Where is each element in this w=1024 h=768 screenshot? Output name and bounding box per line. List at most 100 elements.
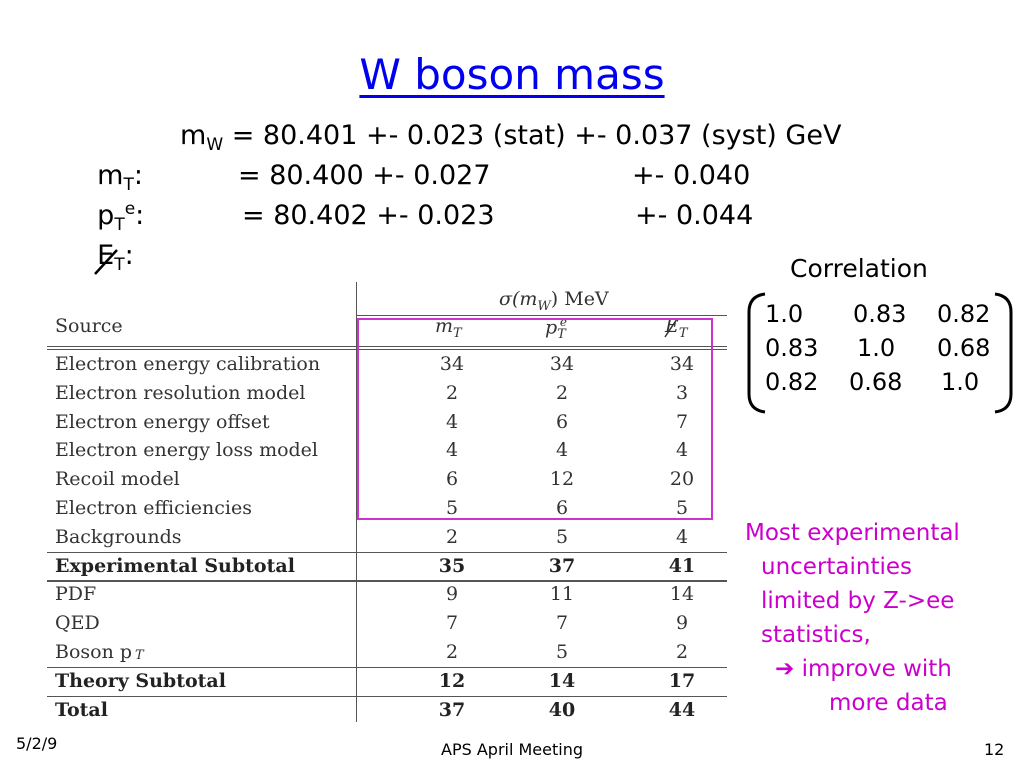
row-value: 7 <box>445 612 459 635</box>
note-line: Most experimental <box>745 520 960 546</box>
row-label: Theory Subtotal <box>55 669 226 692</box>
row-value: 2 <box>445 381 459 404</box>
table-rule <box>47 551 727 554</box>
row-value: 14 <box>669 583 695 606</box>
col-header-pte: pTe <box>545 315 567 343</box>
correlation-cell: 0.82 <box>937 300 991 328</box>
table-row: PDF 9 11 14 <box>47 580 727 609</box>
method-label: ET: <box>80 240 134 351</box>
result-syst: +- 0.040 <box>632 160 751 191</box>
row-value: 44 <box>668 698 696 721</box>
row-value: 11 <box>549 583 575 606</box>
row-label: Electron efficiencies <box>55 497 252 519</box>
highlight-box <box>357 318 713 520</box>
row-value: 3 <box>675 381 689 404</box>
row-value: 35 <box>438 554 466 577</box>
col-header-met: ET <box>664 315 688 341</box>
table-row: Theory Subtotal 12 14 17 <box>47 667 727 696</box>
row-value: 5 <box>445 497 459 519</box>
row-value: 12 <box>549 468 575 491</box>
table-rule <box>47 346 727 347</box>
result-row-met: ET: = 80.402 +- 0.023 +- 0.044 <box>80 196 753 436</box>
row-label: PDF <box>55 583 97 606</box>
table-row: Electron resolution model 2 2 3 <box>47 379 727 408</box>
slash-icon <box>664 318 678 338</box>
footer-meeting: APS April Meeting <box>441 740 583 759</box>
row-value: 34 <box>669 353 695 375</box>
result-row-pte: pTe: = 80.400 +- 0.027 +- 0.040 <box>80 156 750 316</box>
arrow-icon: ➔ <box>775 656 795 682</box>
correlation-cell: 0.83 <box>853 300 907 328</box>
row-label: Electron resolution model <box>55 381 306 404</box>
col-header-mt: mT <box>435 315 462 341</box>
note-text: Most experimental uncertainties limited … <box>745 516 960 720</box>
note-line: limited by Z->ee <box>761 588 955 614</box>
footer-page-number: 12 <box>984 740 1005 759</box>
row-value: 12 <box>438 669 466 692</box>
row-label-subscript: T <box>135 648 144 663</box>
note-line: ➔ improve with <box>775 656 952 682</box>
table-row: Electron energy offset 4 6 7 <box>47 408 727 437</box>
method-label: mT: <box>97 160 143 195</box>
footer-date: 5/2/9 <box>16 734 58 753</box>
correlation-cell: 0.68 <box>849 368 903 396</box>
row-value: 2 <box>445 525 459 548</box>
row-value: 7 <box>675 410 689 433</box>
row-value: 6 <box>555 497 569 519</box>
page-title: W boson mass <box>359 50 665 99</box>
source-header: Source <box>55 315 123 337</box>
table-rule <box>47 666 727 669</box>
row-label: Experimental Subtotal <box>55 554 295 577</box>
row-value: 4 <box>445 410 459 433</box>
table-row: Electron efficiencies 5 6 5 <box>47 494 727 523</box>
row-label: Recoil model <box>55 468 180 491</box>
row-label: Boson p <box>55 641 133 663</box>
right-bracket-icon <box>994 292 1013 414</box>
result-value: = 80.402 +- 0.023 <box>242 200 495 231</box>
correlation-cell: 1.0 <box>941 368 980 396</box>
slash-icon <box>94 249 119 275</box>
table-row: Recoil model 6 12 20 <box>47 465 727 494</box>
row-label: Electron energy calibration <box>55 353 321 375</box>
row-value: 34 <box>549 353 575 375</box>
row-value: 4 <box>675 525 689 548</box>
note-line: more data <box>829 690 948 716</box>
correlation-cell: 0.83 <box>765 334 819 362</box>
row-value: 2 <box>445 641 459 663</box>
row-value: 2 <box>555 381 569 404</box>
correlation-cell: 1.0 <box>765 300 804 328</box>
row-value: 9 <box>445 583 459 606</box>
table-row: Total 37 40 44 <box>47 696 727 725</box>
row-value: 37 <box>438 698 466 721</box>
row-value: 6 <box>445 468 459 491</box>
table-divider <box>356 282 357 722</box>
note-line: uncertainties <box>761 554 913 580</box>
table-row: Electron energy calibration 34 34 34 <box>47 350 727 379</box>
table-rule <box>47 349 727 350</box>
note-line: statistics, <box>761 622 871 648</box>
row-label: Backgrounds <box>55 525 182 548</box>
row-value: 4 <box>555 439 569 462</box>
table-row: QED 7 7 9 <box>47 609 727 638</box>
row-label: Total <box>55 698 108 721</box>
row-value: 5 <box>555 641 569 663</box>
group-header: σ(mW) MeV <box>499 288 609 314</box>
row-label: QED <box>55 612 100 635</box>
table-row: Experimental Subtotal 35 37 41 <box>47 552 727 581</box>
result-syst: +- 0.044 <box>635 200 754 231</box>
row-value: 40 <box>548 698 576 721</box>
correlation-cell: 0.82 <box>765 368 819 396</box>
result-value: = 80.400 +- 0.027 <box>238 160 491 191</box>
row-value: 34 <box>439 353 465 375</box>
row-value: 20 <box>669 468 695 491</box>
row-value: 37 <box>548 554 576 577</box>
row-value: 6 <box>555 410 569 433</box>
row-value: 17 <box>668 669 696 692</box>
row-value: 14 <box>548 669 576 692</box>
row-value: 4 <box>445 439 459 462</box>
row-value: 5 <box>555 525 569 548</box>
row-value: 4 <box>675 439 689 462</box>
row-value: 9 <box>675 612 689 635</box>
correlation-matrix: 1.0 0.83 0.82 0.83 1.0 0.68 0.82 0.68 1.… <box>745 292 1015 414</box>
